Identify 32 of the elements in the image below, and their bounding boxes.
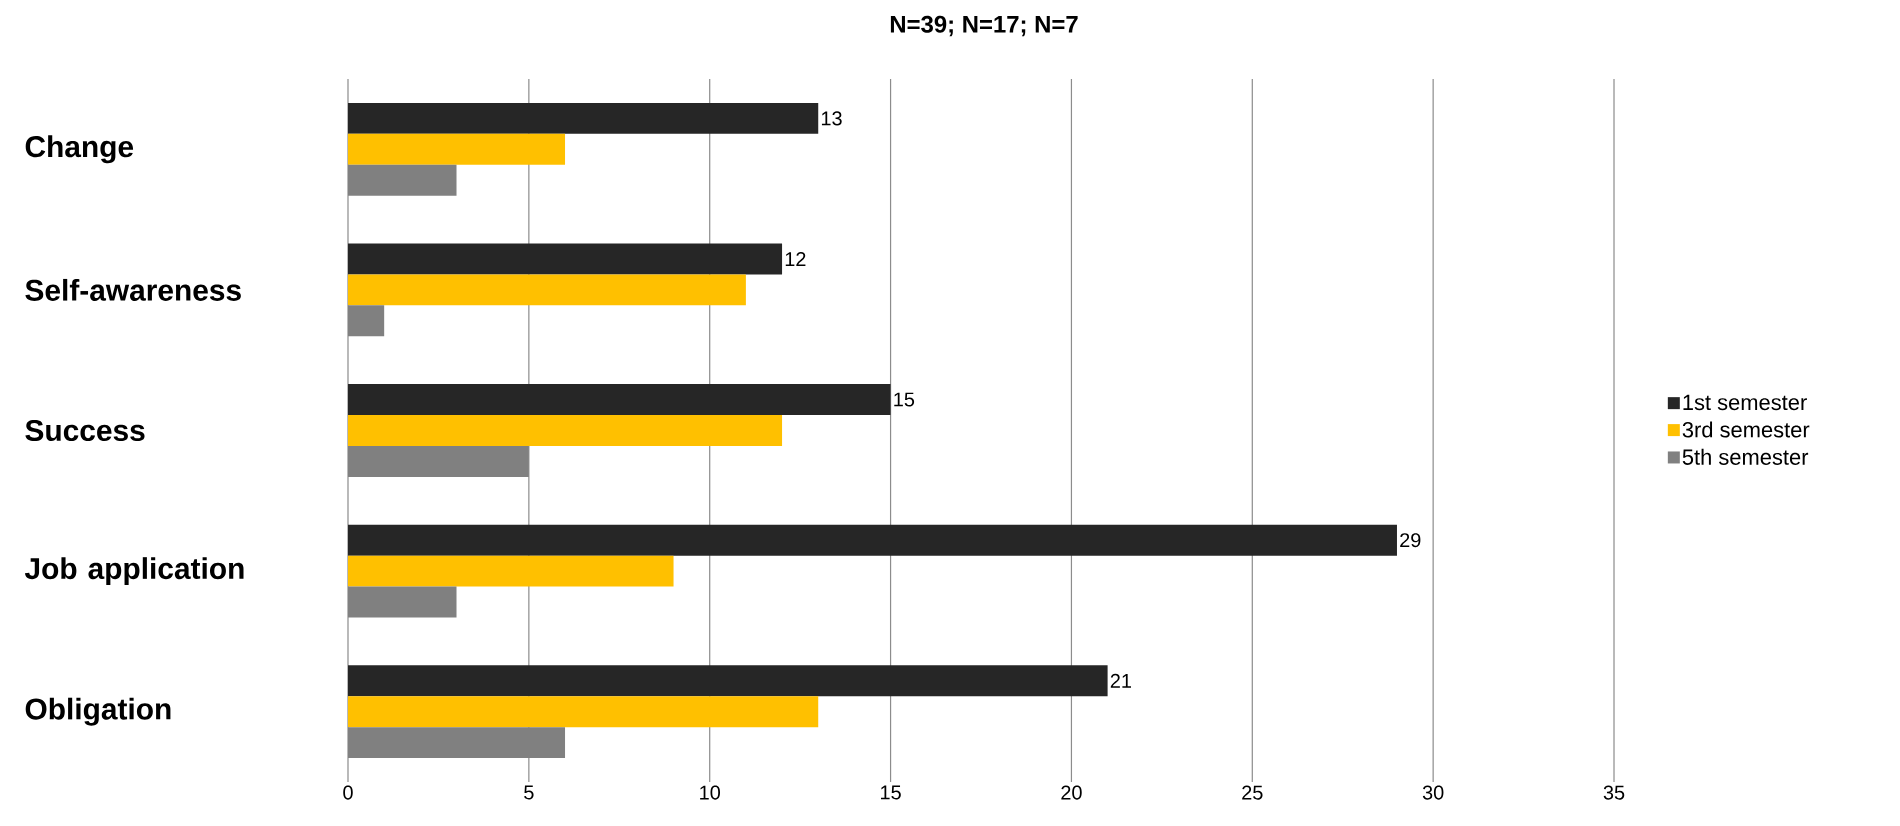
bar <box>348 384 891 416</box>
bar <box>348 243 783 275</box>
bar <box>348 696 819 728</box>
y-tick-label: Self-awareness <box>25 278 241 301</box>
bar <box>348 102 819 134</box>
bar <box>348 555 674 587</box>
x-tick-label: 35 <box>1603 785 1625 800</box>
y-tick-label: Success <box>25 419 145 442</box>
y-tick-label: Job application <box>24 557 244 586</box>
data-label: 29 <box>1400 533 1421 548</box>
bar <box>348 665 1108 697</box>
bar <box>348 415 783 446</box>
data-label: 21 <box>1110 673 1131 688</box>
y-tick-label: Change <box>25 135 134 164</box>
legend-label: 5th semester <box>1682 448 1809 465</box>
data-label: 13 <box>821 111 842 126</box>
x-tick-label: 30 <box>1422 785 1444 800</box>
bar <box>348 133 566 165</box>
x-tick-label: 15 <box>881 785 901 800</box>
x-tick-label: 25 <box>1242 785 1263 800</box>
bar <box>348 524 1397 556</box>
x-tick-label: 10 <box>700 785 721 800</box>
data-label: 12 <box>785 252 806 266</box>
x-tick-label: 5 <box>524 785 534 800</box>
legend-label: 1st semester <box>1683 394 1807 411</box>
x-tick-label: 0 <box>343 785 353 800</box>
data-label: 15 <box>894 392 915 407</box>
x-tick-label: 20 <box>1061 785 1082 800</box>
chart-title: N=39; N=17; N=7 <box>890 15 1078 37</box>
legend-label: 3rd semester <box>1682 421 1810 438</box>
bar <box>348 274 746 306</box>
y-tick-label: Obligation <box>25 697 171 726</box>
